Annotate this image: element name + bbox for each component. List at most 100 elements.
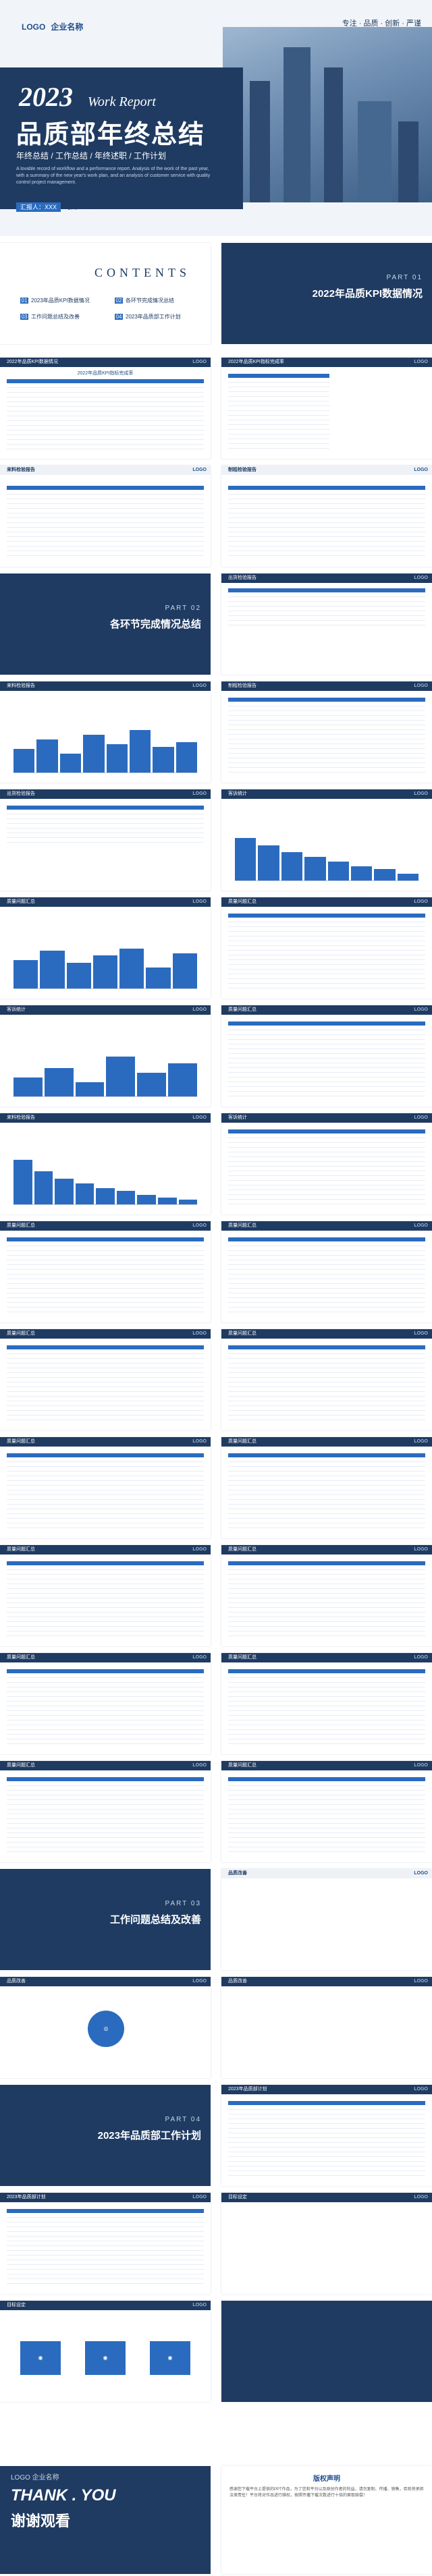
copyright-text: 感谢您下载平台上提供的PPT作品，为了您和平台以及原创作者的利益，请勿复制、传播… [230, 2488, 424, 2498]
part-number: PART 04 [165, 2116, 201, 2123]
info-card: ◉ [150, 2341, 190, 2375]
slide-chart: 质量问题汇总 LOGO [0, 1545, 211, 1646]
part-title: 2022年品质KPI数据情况 [312, 288, 423, 300]
slide-chart: 质量问题汇总 LOGO [221, 1761, 432, 1862]
slide-chart: 来料检验报告 LOGO [0, 1113, 211, 1214]
contents-slide: CONTENTS 01 2023年品质KPI数据情况 02 各环节完成情况总结 03… [0, 243, 211, 344]
cover-title: 品质部年终总结 [16, 121, 206, 149]
cover-slide: LOGO 企业名称 专注 · 品质 · 创新 · 严谨 2023 Work Rep… [0, 0, 432, 236]
slide-chart: 质量问题汇总 LOGO [221, 897, 432, 999]
end-row: LOGO 企业名称 THANK . YOU 谢谢观看 版权声明 感谢您下载平台上… [0, 2466, 432, 2576]
slide-kpi-chart: 2022年品质KPI指标完成率 LOGO [221, 358, 432, 459]
data-table [228, 1561, 425, 1640]
slide-chart: 质量问题汇总 LOGO [221, 1653, 432, 1754]
data-table [228, 374, 329, 452]
slide-chart: 出货检验报告 LOGO [0, 789, 211, 891]
contents-item: 04 2023年品质部工作计划 [115, 314, 181, 320]
data-table [228, 1237, 425, 1316]
cover-date: 时间：2023.XX [65, 204, 107, 211]
data-table [228, 1129, 425, 1208]
slide-chart: 质量问题汇总 LOGO [0, 897, 211, 999]
data-table [7, 486, 204, 557]
data-table [228, 1345, 425, 1424]
slide-subtitle: 2022年品质KPI指标完成率 [77, 371, 134, 376]
part-divider: PART 01 2022年品质KPI数据情况 [221, 243, 432, 344]
end-title-en: THANK . YOU [11, 2486, 116, 2504]
data-table [228, 486, 425, 557]
contents-item: 02 各环节完成情况总结 [115, 298, 174, 304]
end-title-cn: 谢谢观看 [11, 2513, 71, 2529]
city-image [223, 27, 432, 202]
info-card: ◉ [85, 2341, 126, 2375]
slide-chart: 质量问题汇总 LOGO [0, 1221, 211, 1322]
slide-improve: 品质改善 LOGO [221, 1977, 432, 2078]
data-table [7, 1669, 204, 1747]
slide-chart: 客诉统计 LOGO [221, 789, 432, 891]
reporter-label: 汇报人：XXX [16, 202, 61, 212]
slide-defect: 来料检验报告 LOGO [0, 466, 211, 567]
cover-meta: 汇报人：XXX 时间：2023.XX [16, 202, 107, 212]
slide-chart: 质量问题汇总 LOGO [221, 1545, 432, 1646]
data-table [7, 2209, 204, 2287]
part-number: PART 01 [386, 274, 423, 281]
cover-year: 2023 [19, 82, 73, 112]
copyright-slide: 版权声明 感谢您下载平台上提供的PPT作品，为了您和平台以及原创作者的利益，请勿… [221, 2466, 432, 2574]
cover-logo: LOGO 企业名称 [22, 22, 84, 32]
slide-chart: 质量问题汇总 LOGO [0, 1761, 211, 1862]
slide-target: 目标设定 LOGO [221, 2193, 432, 2294]
end-slide: LOGO 企业名称 THANK . YOU 谢谢观看 [0, 2466, 211, 2574]
part-divider: PART 02 各环节完成情况总结 [0, 573, 211, 675]
cover-subtitles: 年终总结 / 工作总结 / 年终述职 / 工作计划 [16, 151, 167, 161]
end-logo: LOGO 企业名称 [11, 2474, 59, 2482]
slide-plan: 2023年品质部计划 LOGO [221, 2085, 432, 2186]
slide-chart: 质量问题汇总 LOGO [221, 1005, 432, 1107]
data-table [228, 1453, 425, 1532]
slide-chart: 质量问题汇总 LOGO [0, 1653, 211, 1754]
slide-chart: 质量问题汇总 LOGO [221, 1329, 432, 1430]
slide-plan: 2023年品质部计划 LOGO [0, 2193, 211, 2294]
data-table [7, 806, 204, 843]
contents-title: CONTENTS [94, 266, 190, 279]
slide-chart: 客诉统计 LOGO [221, 1113, 432, 1214]
part-divider: PART 03 工作问题总结及改善 [0, 1869, 211, 1970]
data-table [7, 1345, 204, 1424]
data-table [228, 1777, 425, 1855]
slide-target: 目标设定 LOGO ◉ ◉ ◉ [0, 2301, 211, 2402]
slide-chart: 客诉统计 LOGO [0, 1005, 211, 1107]
slide-improve: 品质改善 LOGO ◎ [0, 1977, 211, 2078]
slide-improve: 品质改善 LOGO [221, 1869, 432, 1970]
copyright-title: 版权声明 [313, 2475, 340, 2483]
slide-chart: 质量问题汇总 LOGO [221, 1437, 432, 1538]
data-table [7, 1777, 204, 1855]
part-number: PART 02 [165, 605, 201, 612]
slide-chart: 质量问题汇总 LOGO [0, 1329, 211, 1430]
slide-chart: 来料检验报告 LOGO [0, 681, 211, 783]
data-table [228, 1021, 425, 1100]
company-name: 企业名称 [51, 22, 84, 32]
part-title: 工作问题总结及改善 [109, 1914, 201, 1926]
part-title: 各环节完成情况总结 [109, 619, 201, 630]
slide-process: 制程检验报告 LOGO [221, 466, 432, 567]
data-table [228, 1669, 425, 1747]
data-table [228, 698, 425, 776]
data-table [228, 2101, 425, 2179]
part-title: 2023年品质部工作计划 [97, 2130, 201, 2141]
slide-chart: 制程检验报告 LOGO [221, 681, 432, 783]
data-table [7, 379, 204, 451]
data-table [7, 1453, 204, 1532]
data-table [228, 914, 425, 992]
data-table [228, 588, 425, 626]
data-table [7, 1561, 204, 1640]
part-divider: PART 04 2023年品质部工作计划 [0, 2085, 211, 2186]
slide-kpi-table: 2022年品质KPI数据情况 LOGO 2022年品质KPI指标完成率 [0, 358, 211, 459]
slide-chart: 质量问题汇总 LOGO [221, 1221, 432, 1322]
cover-subtitle-en: Work Report [88, 94, 156, 109]
cover-description: A lovable record of workflow and a perfo… [16, 167, 211, 185]
contents-item: 01 2023年品质KPI数据情况 [20, 298, 90, 304]
contents-item: 03 工作问题总结及改善 [20, 314, 80, 320]
info-card: ◉ [20, 2341, 61, 2375]
part-number: PART 03 [165, 1900, 201, 1907]
slide-ship: 出货检验报告 LOGO [221, 573, 432, 675]
slide-chart: 质量问题汇总 LOGO [0, 1437, 211, 1538]
